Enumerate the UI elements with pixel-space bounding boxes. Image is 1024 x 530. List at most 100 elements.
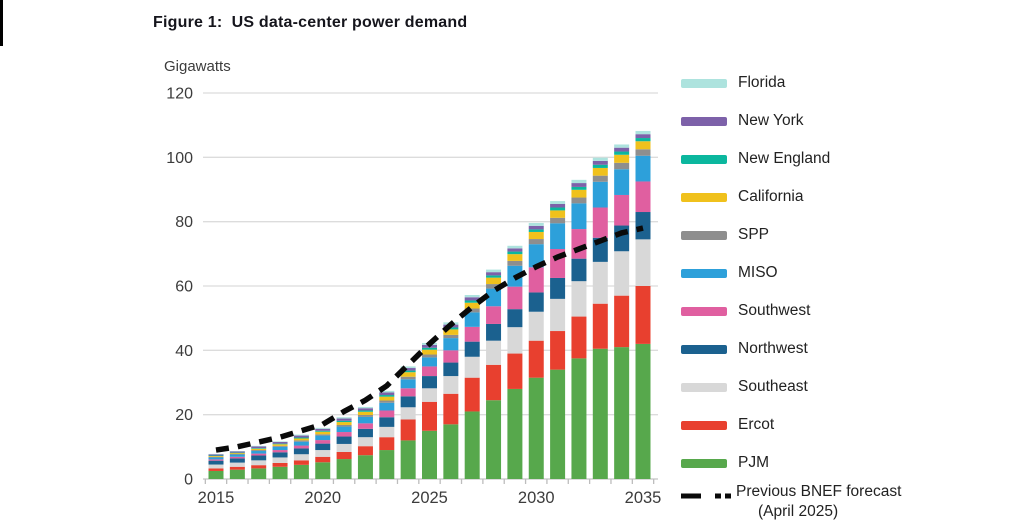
x-tick-label-2025: 2025 <box>411 489 448 507</box>
bar-segment-ercot-2023 <box>379 437 395 451</box>
bar-segment-new-england-2029 <box>507 251 523 255</box>
bar-segment-florida-2019 <box>293 434 309 436</box>
bar-segment-new-york-2033 <box>592 160 608 165</box>
bar-segment-southwest-2025 <box>422 366 437 377</box>
legend-label: SPP <box>738 226 770 243</box>
bar-segment-new-york-2027 <box>464 297 480 301</box>
bar-segment-pjm-2023 <box>379 450 395 479</box>
legend-swatch-ercot <box>681 420 727 430</box>
legend-label: Southeast <box>738 378 808 395</box>
bar-segment-ercot-2016 <box>229 466 245 470</box>
bar-segment-spp-2024 <box>400 376 416 380</box>
bar-segment-new-york-2015 <box>208 454 224 456</box>
bar-segment-new-england-2017 <box>251 448 267 449</box>
bar-segment-new-england-2035 <box>635 138 651 142</box>
bar-segment-southeast-2026 <box>443 376 459 394</box>
bar-segment-florida-2029 <box>507 245 523 249</box>
bar-segment-new-england-2027 <box>464 300 480 303</box>
legend-swatch-northwest <box>681 344 727 354</box>
bar-segment-miso-2017 <box>251 451 267 454</box>
bar-segment-miso-2021 <box>336 426 352 433</box>
bar-segment-pjm-2022 <box>357 455 373 479</box>
bar-segment-california-2033 <box>592 167 608 176</box>
y-tick-label-20: 20 <box>175 407 193 424</box>
bar-segment-spp-2019 <box>293 440 309 442</box>
legend-item-florida: Florida <box>681 64 1011 102</box>
bar-segment-florida-2016 <box>229 451 245 452</box>
legend-item-forecast: Previous BNEF forecast (April 2025) <box>681 482 1021 522</box>
bar-segment-miso-2035 <box>635 155 651 182</box>
bar-segment-pjm-2031 <box>550 369 566 479</box>
bar-segment-miso-2023 <box>379 402 395 411</box>
bar-segment-ercot-2031 <box>550 331 566 370</box>
bar-segment-new-york-2029 <box>507 248 523 252</box>
legend-label: Northwest <box>738 340 808 357</box>
bar-segment-southeast-2019 <box>293 454 309 461</box>
bar-segment-spp-2016 <box>229 453 245 455</box>
bar-segment-southwest-2016 <box>229 456 245 459</box>
legend-label: California <box>738 188 804 205</box>
bar-segment-new-york-2024 <box>400 368 416 371</box>
bar-segment-northwest-2027 <box>464 341 480 357</box>
legend-swatch-southwest <box>681 306 727 316</box>
bar-segment-ercot-2019 <box>293 460 309 465</box>
bar-segment-california-2034 <box>614 154 630 163</box>
bar-segment-new-york-2032 <box>571 183 587 187</box>
bar-segment-california-2025 <box>422 349 437 355</box>
legend-item-southeast: Southeast <box>681 368 1011 406</box>
bar-segment-northwest-2031 <box>550 277 566 299</box>
bar-segment-california-2028 <box>486 277 502 285</box>
bar-segment-miso-2016 <box>229 454 245 457</box>
y-axis-unit-label: Gigawatts <box>164 58 231 75</box>
bar-segment-pjm-2024 <box>400 440 416 479</box>
bar-segment-southeast-2033 <box>592 261 608 304</box>
bar-segment-spp-2034 <box>614 162 630 170</box>
bar-segment-new-england-2022 <box>357 410 373 412</box>
bar-segment-northwest-2022 <box>357 428 373 438</box>
legend-swatch-new-york <box>681 116 727 126</box>
bar-segment-southeast-2023 <box>379 426 395 438</box>
bar-segment-california-2027 <box>464 302 480 309</box>
bar-segment-pjm-2033 <box>592 348 608 479</box>
bar-segment-northwest-2035 <box>635 212 651 240</box>
bar-segment-spp-2026 <box>443 334 459 339</box>
bar-segment-california-2022 <box>357 411 373 415</box>
legend-item-southwest: Southwest <box>681 292 1011 330</box>
legend-swatch-pjm <box>681 458 727 468</box>
legend-item-ercot: Ercot <box>681 406 1011 444</box>
bar-segment-miso-2015 <box>208 457 224 460</box>
bar-segment-florida-2022 <box>357 406 373 409</box>
bar-segment-ercot-2018 <box>272 462 288 467</box>
bar-segment-ercot-2017 <box>251 465 267 469</box>
bar-segment-southeast-2021 <box>336 443 352 452</box>
legend-item-california: California <box>681 178 1011 216</box>
bar-segment-pjm-2026 <box>443 424 459 479</box>
bar-segment-new-york-2028 <box>486 272 502 276</box>
y-tick-label-60: 60 <box>175 279 193 296</box>
bar-segment-southwest-2035 <box>635 181 651 213</box>
legend-item-new-england: New England <box>681 140 1011 178</box>
bar-segment-southwest-2026 <box>443 350 459 363</box>
bar-segment-new-england-2016 <box>229 452 245 454</box>
x-tick-label-2020: 2020 <box>304 489 341 507</box>
bar-segment-new-england-2019 <box>293 437 309 439</box>
bar-segment-miso-2033 <box>592 181 608 208</box>
bar-segment-southwest-2021 <box>336 432 352 437</box>
bar-segment-spp-2029 <box>507 260 523 266</box>
bar-segment-california-2018 <box>272 444 288 446</box>
bar-segment-spp-2017 <box>251 450 267 452</box>
bar-segment-southeast-2018 <box>272 457 288 463</box>
bar-segment-ercot-2021 <box>336 451 352 460</box>
legend-swatch-new-england <box>681 154 727 164</box>
bar-segment-spp-2035 <box>635 149 651 156</box>
bar-segment-new-york-2035 <box>635 134 651 139</box>
bar-segment-spp-2033 <box>592 175 608 182</box>
forecast-dash-swatch <box>681 493 731 499</box>
bar-segment-new-york-2018 <box>272 442 288 444</box>
bar-segment-northwest-2021 <box>336 436 352 444</box>
bar-segment-new-england-2025 <box>422 347 437 350</box>
bar-segment-southwest-2024 <box>400 388 416 397</box>
legend-item-new-york: New York <box>681 102 1011 140</box>
bar-segment-ercot-2035 <box>635 286 651 344</box>
